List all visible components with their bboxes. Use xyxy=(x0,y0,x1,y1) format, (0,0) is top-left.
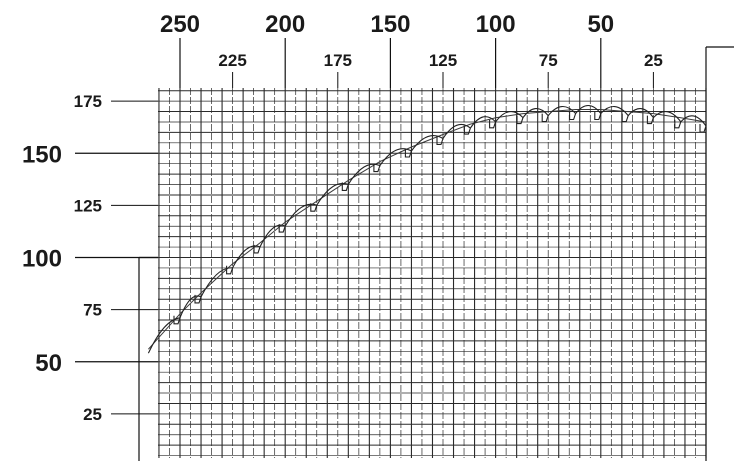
y-minor-tick-label: 125 xyxy=(74,196,102,215)
data-point-mark xyxy=(600,105,629,123)
data-point-mark xyxy=(547,105,577,121)
data-point-mark xyxy=(316,182,349,206)
data-point-mark xyxy=(379,148,413,166)
data-series-line xyxy=(148,109,707,350)
grid xyxy=(158,88,707,458)
data-point-mark xyxy=(259,224,286,248)
y-minor-tick-label: 175 xyxy=(74,92,102,111)
data-point-mark xyxy=(284,203,318,227)
data-point-mark xyxy=(495,111,524,125)
y-minor-tick-label: 75 xyxy=(83,301,102,320)
x-major-tick-label: 150 xyxy=(370,11,410,38)
data-point-mark xyxy=(627,108,655,125)
data-point-mark xyxy=(575,104,602,121)
x-major-tick-label: 200 xyxy=(265,11,305,38)
y-major-tick-label: 150 xyxy=(22,141,62,168)
x-major-tick-label: 50 xyxy=(587,11,614,38)
data-series xyxy=(147,104,707,354)
x-minor-tick-label: 225 xyxy=(218,51,246,70)
data-point-mark xyxy=(410,135,444,152)
data-point-mark xyxy=(347,163,381,185)
axes xyxy=(75,38,734,461)
data-point-mark xyxy=(469,116,497,129)
x-minor-tick-label: 25 xyxy=(644,51,663,70)
data-point-mark xyxy=(147,315,181,354)
y-major-tick-label: 100 xyxy=(22,246,62,273)
x-major-tick-label: 250 xyxy=(160,11,200,38)
data-point-mark xyxy=(200,265,234,298)
data-point-mark xyxy=(680,115,707,133)
data-point-mark xyxy=(522,108,549,123)
tick-labels: 250 200 150 100 50 225 175 125 75 25 150 100 50 175 12… xyxy=(22,11,663,424)
data-point-mark xyxy=(232,244,261,269)
x-minor-tick-label: 75 xyxy=(539,51,558,70)
x-minor-tick-label: 125 xyxy=(429,51,457,70)
x-minor-tick-label: 175 xyxy=(324,51,352,70)
y-major-tick-label: 50 xyxy=(35,350,62,377)
x-major-tick-label: 100 xyxy=(476,11,516,38)
data-point-mark xyxy=(653,111,682,129)
y-minor-tick-label: 25 xyxy=(83,405,102,424)
data-point-mark xyxy=(442,123,472,139)
data-point-mark xyxy=(179,294,202,319)
